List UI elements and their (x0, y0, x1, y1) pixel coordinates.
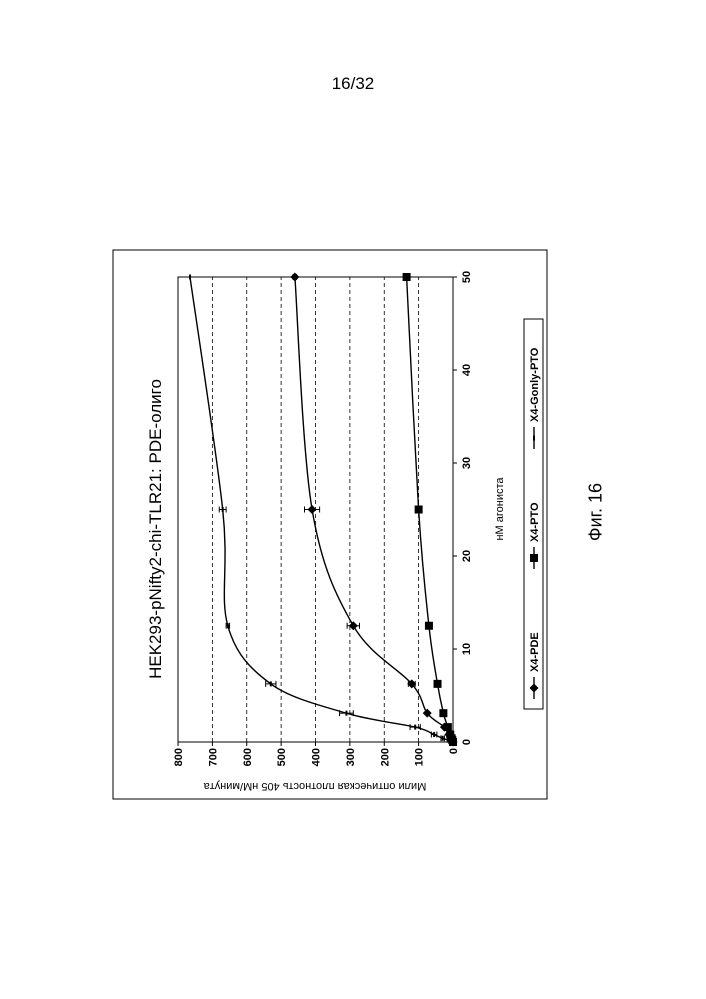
data-point-x4-pto (415, 506, 423, 514)
legend-label-x4-gonly-pto: X4-Gonly-PTO (529, 347, 541, 422)
legend: X4-PDE X4-PTO X4-Gonly-PTO (529, 347, 541, 699)
chart-title: HEK293-pNifty2-chi-TLR21: PDE-олиго (146, 379, 165, 679)
y-tick-label: 500 (276, 748, 288, 766)
data-point-x4-pto (434, 680, 442, 688)
x-axis-label: нМ агониста (494, 477, 506, 541)
data-point-x4-pto (444, 723, 452, 731)
x-tick-label: 40 (461, 364, 473, 376)
data-point-x4-pto (425, 622, 433, 630)
y-axis-label: Мили оптическая плотность 405 нМ/минута (203, 780, 427, 792)
x-tick-label: 20 (461, 550, 473, 562)
y-tick-label: 300 (345, 748, 357, 766)
y-tick-label: 800 (173, 748, 185, 766)
y-tick-label: 100 (414, 748, 426, 766)
y-tick-label: 200 (379, 748, 391, 766)
legend-label-x4-pde: X4-PDE (529, 632, 541, 672)
y-tick-label: 700 (207, 748, 219, 766)
y-tick-label: 0 (448, 748, 460, 754)
y-tick-label: 600 (242, 748, 254, 766)
x-tick-label: 50 (461, 271, 473, 283)
y-tick-label: 400 (311, 748, 323, 766)
data-point-x4-pto (439, 709, 447, 717)
x-tick-label: 0 (461, 739, 473, 745)
x-tick-label: 30 (461, 457, 473, 469)
figure-label: Фиг. 16 (586, 483, 607, 541)
data-point-x4-pto (403, 273, 411, 281)
legend-marker-x4-pto (530, 554, 538, 562)
x-tick-label: 10 (461, 643, 473, 655)
data-point-x4-pto (446, 731, 454, 739)
legend-label-x4-pto: X4-PTO (529, 502, 541, 542)
